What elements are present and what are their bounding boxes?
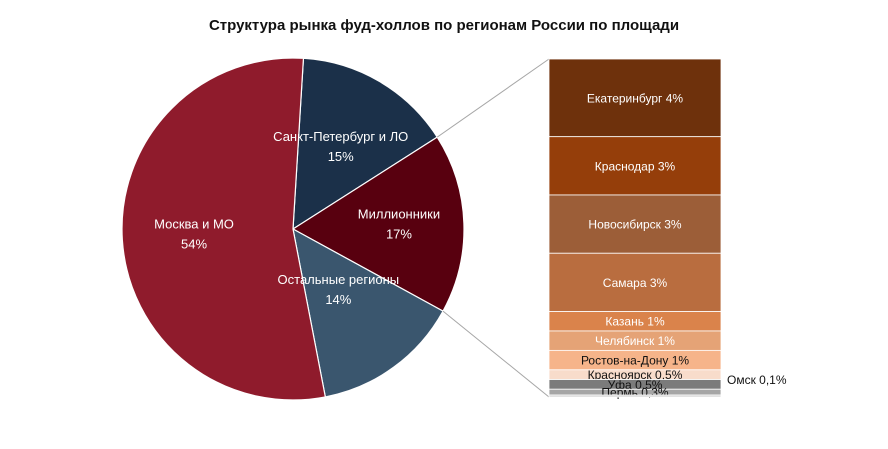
slice-label: Санкт-Петербург и ЛО (273, 129, 408, 144)
slice-label: Остальные регионы (278, 272, 400, 287)
slice-label: Москва и МО (154, 216, 234, 231)
breakdown-segment-краснодар-3 (548, 136, 722, 196)
breakdown-label: Уфа 0,5% (608, 378, 663, 392)
breakdown-label: Красноярск 0,5% (588, 368, 683, 382)
connector-line-bottom (442, 310, 550, 398)
slice-value-label: 17% (386, 226, 412, 241)
pie-slice-3 (292, 227, 444, 398)
breakdown-label: Ростов-на-Дону 1% (581, 354, 689, 368)
slice-label: Миллионники (358, 206, 440, 221)
breakdown-label: Челябинск 1% (595, 334, 675, 348)
breakdown-label: Краснодар 3% (595, 159, 676, 173)
slice-value-label: 14% (325, 292, 351, 307)
breakdown-label-outside: Омск 0,1% (727, 373, 787, 387)
chart-title: Структура рынка фуд-холлов по регионам Р… (208, 17, 680, 34)
slice-value-label: 15% (328, 149, 354, 164)
connector-line-top (436, 58, 550, 138)
breakdown-segment-новосибирск-3 (548, 194, 722, 254)
pie-slice-2 (291, 136, 465, 312)
breakdown-label: Самара 3% (603, 276, 668, 290)
breakdown-segment-екатеринбург-4 (548, 58, 722, 138)
pie-slice-1 (292, 57, 439, 231)
pie-slice-4 (121, 57, 327, 401)
breakdown-label: Казань 1% (605, 315, 665, 329)
breakdown-label: Новосибирск 3% (588, 218, 681, 232)
breakdown-segment-омск-0-1 (548, 394, 722, 398)
slice-value-label: 54% (181, 236, 207, 251)
breakdown-label: Пермь 0,3% (601, 386, 668, 400)
breakdown-segment-самара-3 (548, 252, 722, 312)
breakdown-label: Екатеринбург 4% (587, 91, 684, 105)
